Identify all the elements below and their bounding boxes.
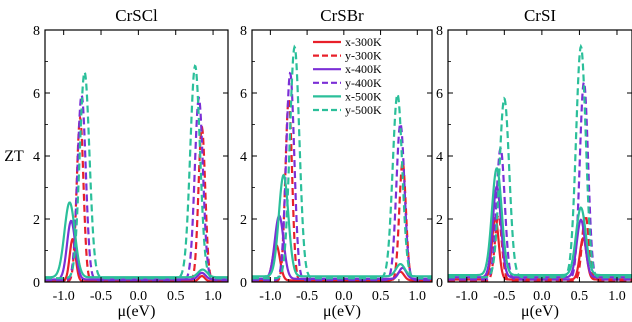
x-tick-label: -1.0 [259, 289, 281, 304]
y-tick-label: 6 [436, 87, 443, 102]
x-axis-label: μ(eV) [323, 303, 361, 320]
y-tick-label: 4 [240, 150, 247, 165]
x-tick-label: 1.0 [409, 289, 427, 304]
x-tick-label: 1.0 [204, 289, 222, 304]
x-axis-label: μ(eV) [118, 303, 156, 320]
y-tick-label: 6 [240, 87, 247, 102]
y-tick-label: 0 [436, 276, 443, 291]
x-tick-label: 0.5 [372, 289, 390, 304]
y-tick-label: 6 [33, 87, 40, 102]
x-tick-label: -0.5 [493, 289, 515, 304]
y-tick-label: 2 [240, 213, 247, 228]
series-line-y-400K [252, 71, 432, 282]
x-axis-label: μ(eV) [521, 303, 559, 320]
legend-entry: y-300K [345, 49, 382, 63]
series-line-y-500K [45, 64, 228, 280]
y-tick-label: 8 [436, 24, 443, 39]
x-tick-label: 0.0 [130, 289, 148, 304]
x-tick-label: 1.0 [608, 289, 626, 304]
y-tick-label: 4 [33, 150, 40, 165]
y-tick-label: 8 [33, 24, 40, 39]
y-tick-label: 0 [240, 276, 247, 291]
x-tick-label: -1.0 [456, 289, 478, 304]
x-tick-label: 0.0 [335, 289, 353, 304]
y-tick-label: 2 [436, 213, 443, 228]
panel-title: CrSCl [115, 6, 158, 25]
y-tick-label: 0 [33, 276, 40, 291]
legend-entry: x-400K [345, 62, 382, 76]
legend-entry: y-400K [345, 76, 382, 90]
panel-crscl: CrSCl -1.0 -0.5 0.0 0.5 1.0 0 2 4 6 8 μ(eV) [33, 6, 229, 320]
x-tick-label: -0.5 [296, 289, 318, 304]
x-tick-label: 0.5 [167, 289, 185, 304]
plot-frame [251, 29, 433, 283]
legend-entry: x-300K [345, 35, 382, 49]
series-line-y-300K [45, 113, 228, 282]
plot-frame [447, 29, 632, 283]
series-line-x-300K [448, 216, 632, 281]
legend-entry: x-500K [345, 89, 382, 103]
series-line-y-500K [252, 44, 432, 280]
y-tick-label: 4 [436, 150, 443, 165]
panel-title: CrSBr [320, 6, 364, 25]
series-line-x-500K [448, 167, 632, 277]
panel-crsbr: CrSBr-1.0 -0.5 0.0 0.5 1.002468μ(eV)x-300Ky-… [240, 6, 433, 320]
panel-title: CrSI [524, 6, 556, 25]
legend-entry: y-500K [345, 103, 382, 117]
y-tick-label: 8 [240, 24, 247, 39]
series-line-x-300K [252, 243, 432, 282]
series-line-x-400K [448, 185, 632, 279]
series-line-y-400K [448, 78, 632, 281]
series-line-y-400K [45, 91, 228, 282]
x-tick-label: -0.5 [90, 289, 112, 304]
series-line-x-500K [252, 173, 432, 278]
y-tick-label: 2 [33, 213, 40, 228]
series-line-y-300K [448, 213, 632, 282]
panel-crsi: CrSI -1.0 -0.5 0.0 0.5 1.0 0 2 4 6 8 μ(eV) [436, 6, 632, 320]
x-tick-label: -1.0 [53, 289, 75, 304]
series-line-y-500K [448, 43, 632, 279]
y-axis-label: ZT [4, 148, 24, 165]
x-tick-label: 0.0 [533, 289, 551, 304]
x-tick-label: 0.5 [571, 289, 589, 304]
